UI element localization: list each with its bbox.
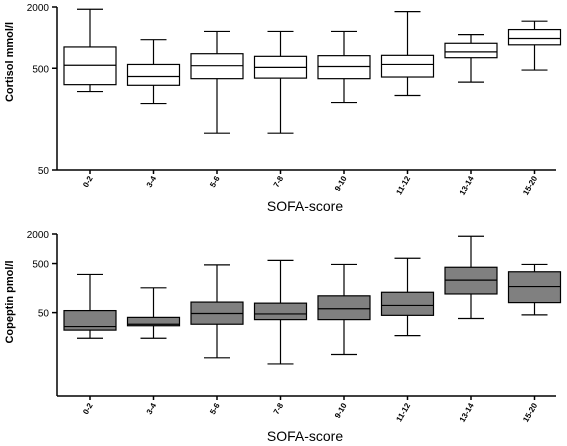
copeptin-y-axis-label: Copeptin pmol/l <box>4 260 16 343</box>
cortisol-box-15-20 <box>507 20 562 71</box>
cortisol-category-label: 11-12 <box>394 174 412 196</box>
cortisol-category-label: 0-2 <box>81 174 95 189</box>
cortisol-y-tick-label: 50 <box>38 166 50 177</box>
cortisol-box-3-4 <box>126 39 181 105</box>
cortisol-category-label: 3-4 <box>145 174 159 189</box>
iqr-box <box>126 316 181 327</box>
cortisol-x-axis-label: SOFA-score <box>267 198 343 214</box>
cortisol-category-label: 15-20 <box>521 174 539 197</box>
iqr-box <box>380 291 435 316</box>
copeptin-chart: Copeptin pmol/l SOFA-score 2000 500 50 0-2 3… <box>4 230 562 444</box>
copeptin-box-9-10 <box>317 263 371 356</box>
iqr-box <box>507 28 562 46</box>
copeptin-category-label: 9-10 <box>333 401 349 420</box>
iqr-box <box>507 271 562 304</box>
iqr-box <box>444 42 498 59</box>
copeptin-y-tick-label: 50 <box>38 309 50 320</box>
cortisol-box-5-6 <box>190 30 244 134</box>
copeptin-category-label: 13-14 <box>458 401 476 424</box>
cortisol-box-0-2 <box>63 8 117 93</box>
iqr-box <box>317 295 371 321</box>
cortisol-y-axis-label: Cortisol mmol/l <box>4 22 16 102</box>
cortisol-chart: Cortisol mmol/l SOFA-score 2000 500 50 0-2 3… <box>4 3 562 214</box>
iqr-box <box>317 55 371 80</box>
iqr-box <box>63 309 117 331</box>
copeptin-box-7-8 <box>253 259 308 365</box>
cortisol-category-label: 13-14 <box>458 174 476 197</box>
cortisol-boxes <box>63 8 562 134</box>
cortisol-box-11-12 <box>380 11 435 97</box>
cortisol-axes: 2000 500 50 0-2 3-4 5-6 7-8 9-10 11-12 13-14 15-20 <box>27 3 556 197</box>
cortisol-category-label: 9-10 <box>333 174 349 193</box>
copeptin-box-11-12 <box>380 257 435 337</box>
copeptin-category-label: 0-2 <box>81 401 95 416</box>
copeptin-category-label: 11-12 <box>394 401 412 423</box>
iqr-box <box>380 54 435 78</box>
iqr-box <box>253 302 308 321</box>
copeptin-box-0-2 <box>63 273 117 339</box>
cortisol-box-7-8 <box>253 30 308 134</box>
copeptin-category-label: 3-4 <box>145 401 159 416</box>
cortisol-box-13-14 <box>444 34 498 83</box>
copeptin-category-label: 7-8 <box>272 401 286 416</box>
copeptin-y-tick-label: 500 <box>32 260 49 271</box>
cortisol-y-tick-label: 2000 <box>27 3 50 14</box>
iqr-box <box>126 63 181 86</box>
cortisol-box-9-10 <box>317 30 371 104</box>
copeptin-category-label: 5-6 <box>208 401 222 416</box>
cortisol-y-tick-label: 500 <box>32 64 49 75</box>
copeptin-box-13-14 <box>444 235 498 320</box>
copeptin-x-axis-label: SOFA-score <box>267 428 343 444</box>
copeptin-box-15-20 <box>507 263 562 316</box>
copeptin-box-5-6 <box>190 264 244 359</box>
cortisol-category-label: 7-8 <box>272 174 286 189</box>
copeptin-boxes <box>63 235 562 365</box>
copeptin-category-label: 15-20 <box>521 401 539 424</box>
copeptin-box-3-4 <box>126 287 181 339</box>
copeptin-y-tick-label: 2000 <box>27 230 50 241</box>
cortisol-category-label: 5-6 <box>208 174 222 189</box>
